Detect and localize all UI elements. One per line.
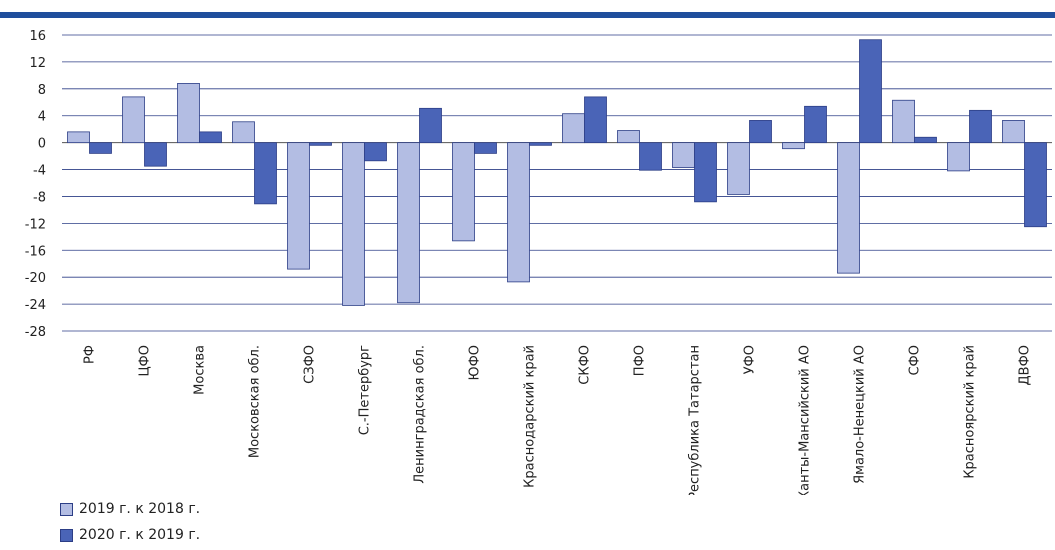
bar-2019 [1002, 120, 1025, 144]
y-tick-label: 4 [38, 110, 46, 125]
y-tick-label: 16 [29, 29, 46, 44]
bars [67, 39, 1047, 306]
bar-2019 [837, 142, 860, 274]
bar-2019 [672, 142, 695, 168]
bar-2020 [584, 96, 607, 144]
legend-label-2020: 2020 г. к 2019 г. [79, 527, 201, 543]
bar-2020 [254, 142, 277, 205]
x-tick-label: Краснодарский край [523, 345, 538, 488]
x-tick-label: Ямало-Ненецкий АО [853, 345, 868, 484]
bar-2020 [1024, 142, 1047, 228]
y-tick-label: 12 [29, 56, 46, 71]
x-tick-label: Республика Татарстан [688, 345, 703, 495]
bar-2019 [562, 113, 585, 144]
legend-swatch-2019 [60, 502, 73, 516]
y-tick-label: -4 [33, 164, 46, 179]
bar-2019 [287, 142, 310, 270]
bar-2019 [122, 96, 145, 144]
bar-2019 [782, 142, 805, 150]
bar-2020 [529, 142, 552, 146]
bar-2020 [694, 142, 717, 203]
y-tick-label: -24 [25, 298, 46, 313]
x-tick-label: СКФО [578, 345, 593, 385]
x-tick-label: ПФО [633, 345, 648, 376]
bar-2019 [617, 130, 640, 144]
bar-2020 [144, 142, 167, 167]
bar-2019 [947, 142, 970, 172]
x-tick-label: Ханты-Мансийский АО [798, 345, 813, 495]
y-tick-label: -12 [25, 217, 46, 232]
x-axis: РФ ЦФО Москва Московская обл. СЗФО С.-Петербу… [83, 345, 1033, 495]
x-tick-label: РФ [83, 345, 98, 364]
y-tick-label: 8 [38, 83, 46, 98]
y-tick-label: 0 [38, 137, 46, 152]
bar-2019 [177, 83, 200, 144]
legend-swatch-2020 [60, 528, 73, 542]
bar-2020 [419, 107, 442, 144]
y-tick-label: -20 [25, 271, 46, 286]
top-rule [0, 12, 1055, 18]
bar-2020 [474, 142, 497, 154]
x-tick-label: ЮФО [468, 345, 483, 380]
x-tick-label: Красноярский край [963, 345, 978, 479]
bar-2019 [507, 142, 530, 283]
bar-2020 [199, 131, 222, 144]
bar-2019 [67, 131, 90, 144]
bar-2020 [89, 142, 112, 154]
legend: 2019 г. к 2018 г. 2020 г. к 2019 г. [60, 498, 200, 550]
x-tick-label: СФО [908, 345, 923, 376]
bar-2019 [452, 142, 475, 242]
bar-2020 [364, 142, 387, 162]
x-tick-label: ЦФО [138, 345, 153, 377]
bar-2019 [727, 142, 750, 195]
bar-2019 [342, 142, 365, 306]
legend-label-2019: 2019 г. к 2018 г. [79, 501, 201, 517]
legend-item-2019: 2019 г. к 2018 г. [60, 498, 200, 520]
x-tick-label: УФО [743, 345, 758, 374]
bar-2020 [969, 109, 992, 144]
bar-2019 [232, 121, 255, 144]
bar-2019 [892, 99, 915, 144]
bar-chart: 16 12 8 4 0 -4 -8 -12 -16 -20 -24 -28 РФ ЦФО Москва Мо… [25, 29, 1052, 495]
gridlines [62, 34, 1052, 332]
bar-2020 [749, 120, 772, 144]
x-tick-label: С.-Петербург [358, 345, 373, 435]
bar-2020 [309, 142, 332, 146]
y-tick-label: -8 [33, 190, 46, 205]
x-tick-label: Ленинградская обл. [413, 345, 428, 484]
bar-2020 [914, 136, 937, 144]
bar-2020 [804, 105, 827, 144]
x-tick-label: Московская обл. [248, 345, 263, 458]
x-tick-label: СЗФО [303, 345, 318, 384]
bar-2020 [639, 142, 662, 171]
y-tick-label: -16 [25, 244, 46, 259]
y-tick-label: -28 [25, 325, 46, 340]
x-tick-label: Москва [193, 345, 208, 395]
legend-item-2020: 2020 г. к 2019 г. [60, 524, 200, 546]
x-tick-label: ДВФО [1018, 345, 1033, 386]
y-axis: 16 12 8 4 0 -4 -8 -12 -16 -20 -24 -28 [25, 29, 46, 340]
bar-2019 [397, 142, 420, 304]
bar-2020 [859, 39, 882, 144]
